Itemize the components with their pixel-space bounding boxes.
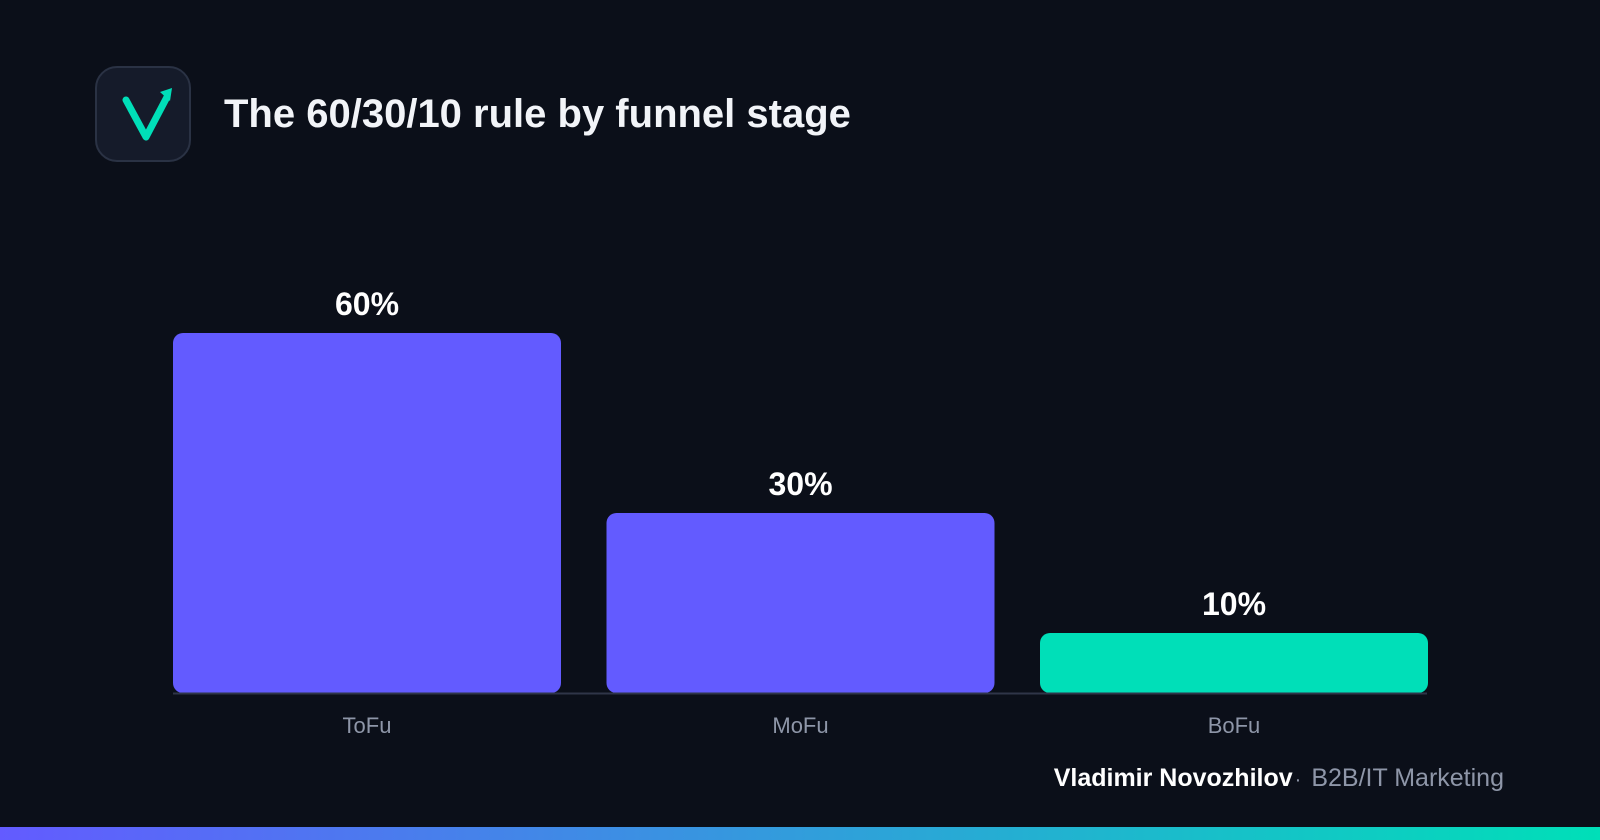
value-label-mofu: 30% [768, 466, 832, 502]
value-label-tofu: 60% [335, 286, 399, 322]
bar-tofu [173, 333, 561, 693]
logo-badge [95, 66, 191, 162]
author-role: B2B/IT Marketing [1311, 764, 1504, 792]
chart-title: The 60/30/10 rule by funnel stage [224, 92, 851, 136]
x-tick-label-tofu: ToFu [343, 713, 392, 738]
x-tick-label-mofu: MoFu [772, 713, 828, 738]
value-label-bofu: 10% [1202, 586, 1266, 622]
bar-mofu [606, 513, 995, 693]
x-tick-label-bofu: BoFu [1208, 713, 1261, 738]
credit-separator: · [1294, 769, 1302, 791]
checkmark-arrow-logo-icon [122, 88, 172, 141]
bottom-gradient-bar [0, 827, 1600, 840]
author-name: Vladimir Novozhilov [1053, 764, 1293, 792]
author-credit: Vladimir Novozhilov · B2B/IT Marketing [1054, 762, 1504, 796]
bar-bofu [1040, 633, 1428, 693]
